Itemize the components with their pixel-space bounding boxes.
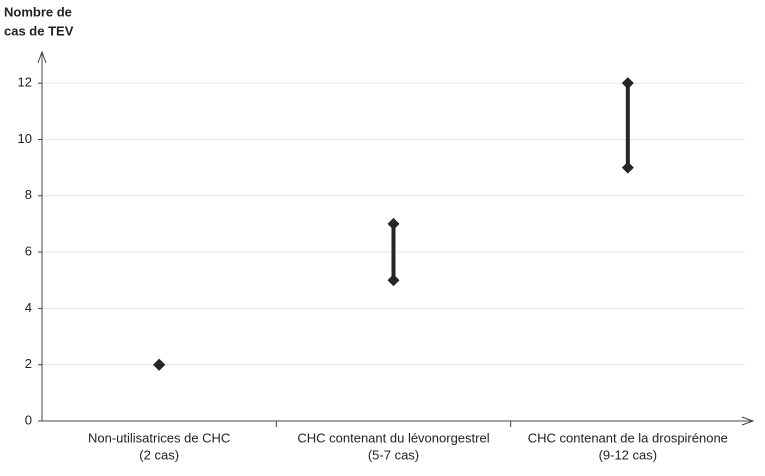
y-axis-label: cas de TEV [4, 23, 74, 38]
y-tick-label: 12 [18, 75, 32, 90]
x-tick-label: (9-12 cas) [599, 447, 658, 462]
y-tick-label: 10 [18, 131, 32, 146]
y-tick-label: 8 [25, 187, 32, 202]
y-tick-label: 4 [25, 300, 32, 315]
x-tick-label: (2 cas) [139, 447, 179, 462]
x-tick-label: CHC contenant de la drospirénone [528, 430, 728, 445]
diamond-marker [387, 217, 400, 230]
y-tick-label: 0 [25, 412, 32, 427]
y-tick-label: 6 [25, 244, 32, 259]
diamond-marker [621, 77, 634, 90]
x-tick-label: Non-utilisatrices de CHC [88, 430, 230, 445]
y-axis-label: Nombre de [4, 4, 72, 19]
diamond-marker [153, 358, 166, 371]
diamond-marker [387, 274, 400, 287]
y-tick-label: 2 [25, 356, 32, 371]
y-axis-arrow [37, 50, 47, 64]
x-axis-arrow [741, 416, 755, 426]
x-tick-label: (5-7 cas) [368, 447, 419, 462]
diamond-marker [621, 161, 634, 174]
x-tick-label: CHC contenant du lévonorgestrel [297, 430, 489, 445]
